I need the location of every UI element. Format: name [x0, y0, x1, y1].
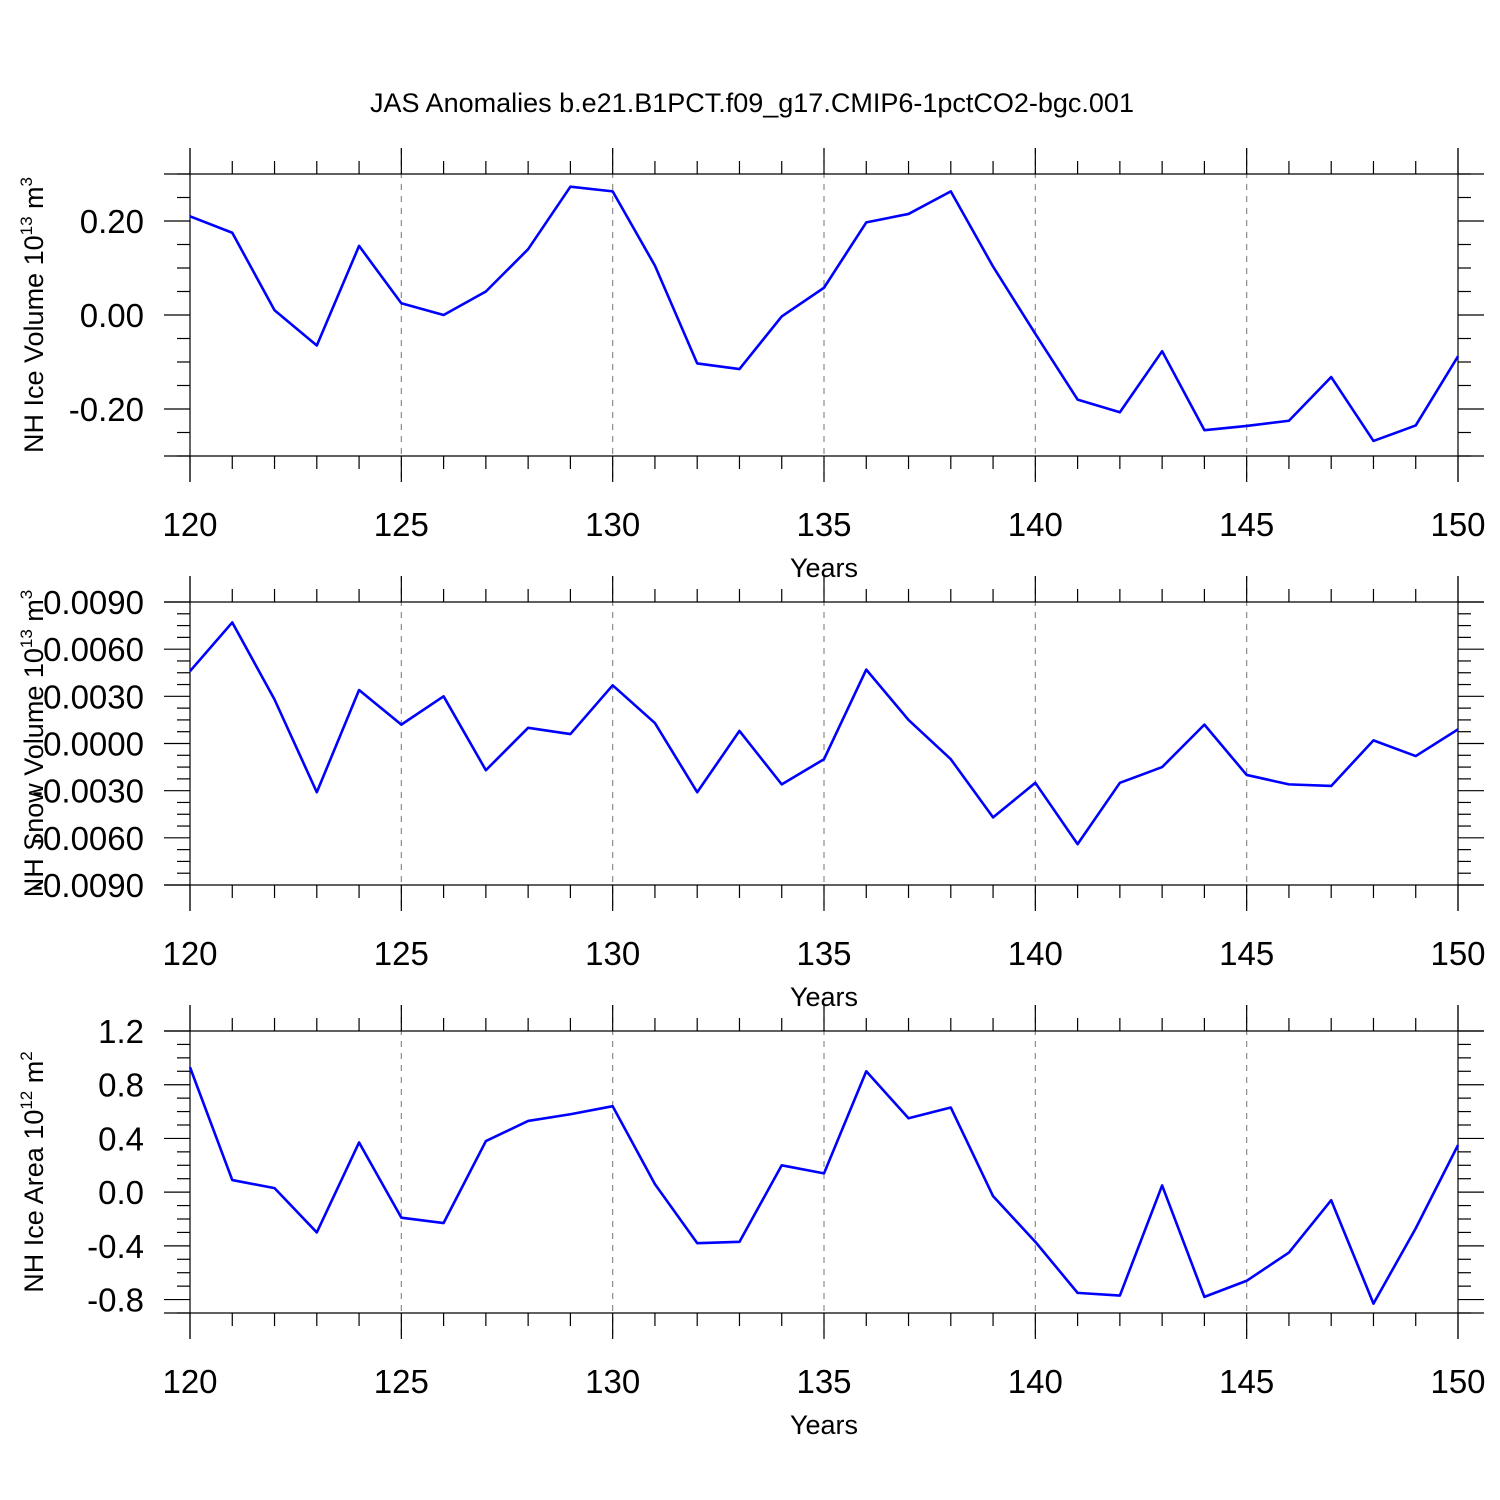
y-tick-label: -0.0030	[32, 773, 144, 810]
y-axis-title: NH Ice Area 1012 m2	[17, 1051, 49, 1292]
x-tick-label: 130	[585, 935, 640, 972]
y-tick-label: 0.0000	[43, 726, 144, 763]
y-tick-label: 0.00	[80, 297, 144, 334]
series-line	[188, 1066, 1460, 1305]
x-axis-title: Years	[790, 1410, 858, 1440]
x-tick-label: 150	[1430, 506, 1485, 543]
y-tick-label: 0.0090	[43, 584, 144, 621]
chart-panels: -0.20 0.00 0.20 120 125 130 135 140 145 150 Years N…	[17, 148, 1486, 1440]
x-tick-label: 120	[162, 935, 217, 972]
series-line	[189, 185, 1460, 443]
x-tick-label: 135	[796, 1363, 851, 1400]
y-tick-label: 0.0060	[43, 631, 144, 668]
x-tick-label: 130	[585, 506, 640, 543]
y-tick-label: -0.4	[87, 1228, 144, 1265]
x-tick-label: 150	[1430, 935, 1485, 972]
x-tick-label: 135	[796, 935, 851, 972]
figure-title: JAS Anomalies b.e21.B1PCT.f09_g17.CMIP6-…	[370, 88, 1134, 118]
y-axis-title: NH Snow Volume 1013 m3	[17, 590, 49, 898]
x-tick-label: 130	[585, 1363, 640, 1400]
x-tick-label: 140	[1008, 1363, 1063, 1400]
x-tick-label: 125	[374, 935, 429, 972]
x-tick-label: 145	[1219, 935, 1274, 972]
y-tick-label: 0.4	[98, 1120, 144, 1157]
y-tick-label: 0.8	[98, 1067, 144, 1104]
y-tick-label: 0.0	[98, 1174, 144, 1211]
x-tick-label: 145	[1219, 506, 1274, 543]
x-tick-label: 135	[796, 506, 851, 543]
y-tick-label: -0.20	[69, 391, 144, 428]
x-tick-label: 125	[374, 1363, 429, 1400]
x-tick-label: 120	[162, 506, 217, 543]
y-tick-label: -0.8	[87, 1282, 144, 1319]
y-axis-title: NH Ice Volume 1013 m3	[17, 177, 49, 453]
x-tick-label: 150	[1430, 1363, 1485, 1400]
y-tick-label: -0.0090	[32, 867, 144, 904]
y-tick-label: -0.0060	[32, 820, 144, 857]
series-line	[189, 621, 1459, 846]
y-tick-label: 0.20	[80, 203, 144, 240]
y-tick-label: 1.2	[98, 1013, 144, 1050]
x-tick-label: 145	[1219, 1363, 1274, 1400]
x-tick-label: 120	[162, 1363, 217, 1400]
chart-panel-2: -0.0090 -0.0060 -0.0030 0.0000 0.0030 0.0060 0…	[17, 576, 1486, 1012]
y-tick-label: 0.0030	[43, 678, 144, 715]
chart-panel-3: -0.8 -0.4 0.0 0.4 0.8 1.2 120 125 130 135 140 145 15…	[17, 1005, 1486, 1440]
x-tick-label: 140	[1008, 506, 1063, 543]
x-tick-label: 125	[374, 506, 429, 543]
x-tick-label: 140	[1008, 935, 1063, 972]
